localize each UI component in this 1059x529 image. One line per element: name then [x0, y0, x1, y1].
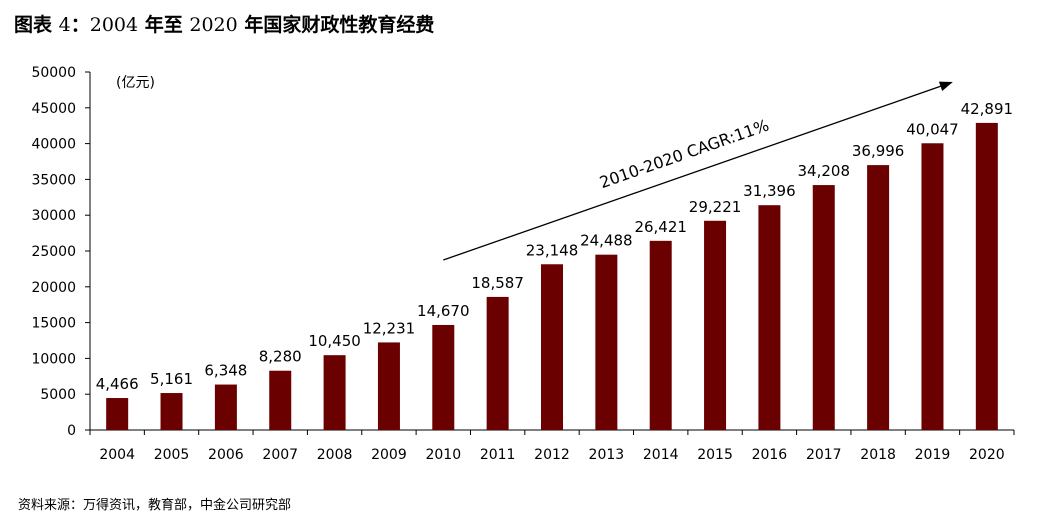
bar: [921, 143, 944, 430]
x-tick-label: 2017: [806, 447, 842, 463]
bar-value-label: 6,348: [204, 362, 247, 380]
x-tick-label: 2018: [860, 447, 896, 463]
bar-value-label: 40,047: [906, 120, 959, 138]
x-tick-label: 2016: [752, 447, 788, 463]
y-tick-label: 5000: [40, 387, 76, 403]
bar: [649, 240, 672, 430]
bar-value-label: 10,450: [308, 332, 361, 350]
bar-value-label: 24,488: [580, 232, 633, 250]
x-tick-label: 2004: [99, 447, 135, 463]
title-connector: 年至: [144, 14, 183, 36]
bar-value-label: 34,208: [798, 162, 851, 180]
bar-value-label: 18,587: [471, 274, 524, 292]
chart-title: 图表 4：2004 年至 2020 年国家财政性教育经费: [14, 10, 434, 37]
x-tick-label: 2015: [697, 447, 733, 463]
bar-value-label: 31,396: [743, 182, 796, 200]
source-note: 资料来源：万得资讯，教育部，中金公司研究部: [18, 498, 292, 513]
bar: [214, 384, 237, 430]
y-tick-label: 25000: [31, 244, 76, 260]
y-axis: 0 5000 10000 15000 20000 25000 30000 35000 40000…: [31, 65, 91, 439]
bar-value-label: 23,148: [526, 241, 579, 259]
bar: [432, 324, 455, 430]
x-tick-label: 2006: [208, 447, 244, 463]
y-tick-label: 35000: [31, 172, 76, 188]
y-tick-label: 45000: [31, 101, 76, 117]
bar-value-label: 8,280: [259, 348, 302, 366]
y-tick-label: 50000: [31, 65, 76, 81]
bar: [704, 220, 727, 430]
cagr-arrow: [443, 85, 941, 261]
bar: [595, 254, 618, 430]
bar: [812, 185, 835, 430]
y-tick-label: 20000: [31, 280, 76, 296]
y-tick-label: 15000: [31, 316, 76, 332]
title-colon: ：: [70, 14, 90, 36]
cagr-label: 2010-2020 CAGR:11%: [597, 115, 771, 192]
title-year-start: 2004: [89, 14, 139, 36]
y-tick-label: 10000: [31, 351, 76, 367]
x-tick-label: 2009: [371, 447, 407, 463]
x-tick-label: 2019: [915, 447, 951, 463]
x-axis: 2004 2005 2006 2007 2008 2009 2010 2011 2012 2013…: [89, 429, 1015, 463]
bar-value-label: 29,221: [689, 198, 742, 216]
y-tick-label: 30000: [31, 208, 76, 224]
y-tick-label: 0: [67, 423, 76, 439]
bar-value-label: 36,996: [852, 142, 905, 160]
bar: [975, 122, 998, 430]
bar-value-label: 4,466: [96, 375, 139, 393]
y-tick-label: 40000: [31, 137, 76, 153]
bar: [758, 205, 781, 430]
bar-value-label: 5,161: [150, 370, 193, 388]
bars: [106, 122, 998, 430]
bar-value-label: 42,891: [961, 100, 1014, 118]
bar: [541, 264, 563, 430]
bar: [269, 370, 292, 430]
x-tick-label: 2007: [262, 447, 298, 463]
x-tick-label: 2012: [534, 447, 570, 463]
x-tick-label: 2011: [480, 447, 516, 463]
bar: [486, 296, 509, 430]
title-prefix: 图表: [14, 14, 53, 36]
x-tick-label: 2014: [643, 447, 679, 463]
bar-value-label: 12,231: [363, 319, 416, 337]
bar-value-label: 26,421: [634, 218, 687, 236]
bar: [377, 342, 400, 430]
x-tick-label: 2020: [969, 447, 1005, 463]
y-unit-label: (亿元): [116, 75, 155, 91]
x-tick-label: 2010: [425, 447, 461, 463]
x-tick-label: 2013: [589, 447, 625, 463]
bar-value-label: 14,670: [417, 302, 470, 320]
title-year-end: 2020: [189, 14, 238, 36]
title-suffix: 年国家财政性教育经费: [244, 14, 435, 36]
title-number: 4: [58, 14, 71, 36]
bar: [867, 165, 890, 430]
x-tick-label: 2008: [317, 447, 353, 463]
cagr-arrow-head: [938, 81, 953, 92]
bar: [323, 355, 346, 430]
bar: [160, 393, 183, 430]
x-tick-label: 2005: [154, 447, 190, 463]
bar: [106, 398, 129, 430]
value-labels: 4,466 5,161 6,348 8,280 10,45012,23114,67018…: [96, 100, 1013, 393]
